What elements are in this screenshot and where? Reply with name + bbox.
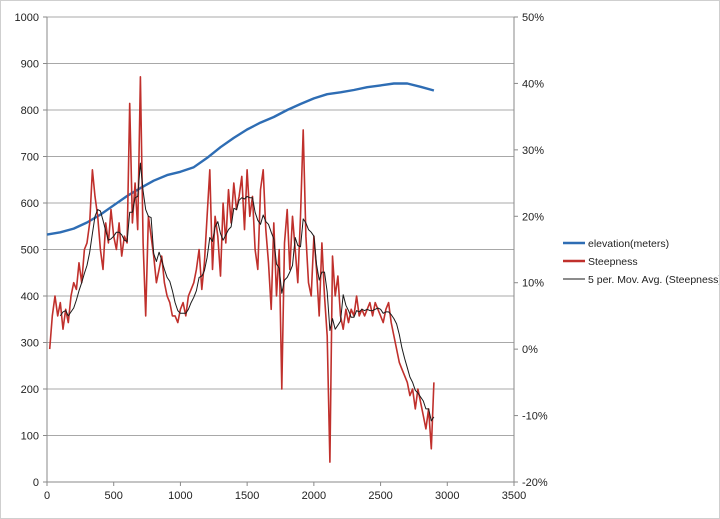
x-tick-label: 500 — [105, 490, 123, 502]
series-line-elevation — [46, 82, 435, 236]
y-tick-label: 0 — [33, 477, 39, 489]
y-tick-label: 500 — [21, 245, 39, 257]
y2-tick-label: 50% — [522, 12, 544, 24]
y2-tick-label: -10% — [522, 411, 548, 423]
y2-tick-label: -20% — [522, 477, 548, 489]
x-tick-label: 0 — [44, 490, 50, 502]
y-tick-label: 800 — [21, 105, 39, 117]
y-tick-label: 100 — [21, 431, 39, 443]
series-line-steepness — [48, 76, 435, 463]
x-tick-label: 1500 — [235, 490, 259, 502]
x-tick-label: 3000 — [435, 490, 459, 502]
y2-tick-label: 30% — [522, 145, 544, 157]
y-tick-label: 200 — [21, 384, 39, 396]
y-tick-label: 400 — [21, 291, 39, 303]
x-tick-label: 2000 — [302, 490, 326, 502]
x-tick-label: 2500 — [368, 490, 392, 502]
y2-tick-label: 10% — [522, 278, 544, 290]
y2-tick-label: 40% — [522, 78, 544, 90]
y-tick-label: 700 — [21, 152, 39, 164]
legend-label: elevation(meters) — [588, 238, 669, 250]
y-tick-label: 1000 — [15, 12, 39, 24]
x-tick-label: 1000 — [168, 490, 192, 502]
legend-label: 5 per. Mov. Avg. (Steepness) — [588, 274, 719, 286]
y2-tick-label: 0% — [522, 344, 538, 356]
legend-label: Steepness — [588, 256, 638, 268]
y-tick-label: 900 — [21, 59, 39, 71]
series-line-moving-average — [59, 162, 435, 422]
y-tick-label: 300 — [21, 338, 39, 350]
x-tick-label: 3500 — [502, 490, 526, 502]
y2-tick-label: 20% — [522, 211, 544, 223]
y-tick-label: 600 — [21, 198, 39, 210]
